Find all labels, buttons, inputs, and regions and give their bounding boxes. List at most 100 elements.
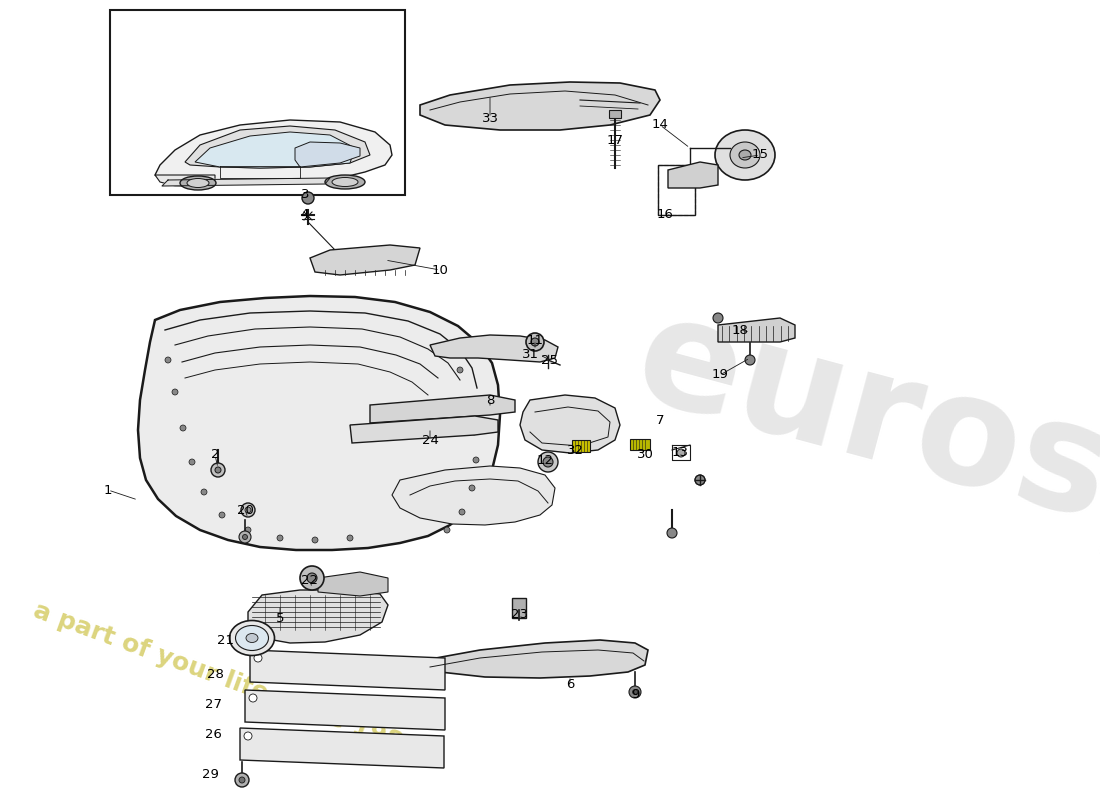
Text: 5: 5 <box>276 611 284 625</box>
Circle shape <box>242 534 248 539</box>
Polygon shape <box>430 335 558 362</box>
Circle shape <box>456 367 463 373</box>
Polygon shape <box>162 178 330 186</box>
Polygon shape <box>195 132 355 168</box>
Circle shape <box>307 573 317 583</box>
Text: 18: 18 <box>732 323 748 337</box>
Text: 8: 8 <box>486 394 494 406</box>
Polygon shape <box>155 120 392 183</box>
Text: 32: 32 <box>566 443 583 457</box>
Circle shape <box>444 527 450 533</box>
Circle shape <box>165 357 170 363</box>
Polygon shape <box>138 296 500 550</box>
Circle shape <box>214 467 221 473</box>
Text: 19: 19 <box>712 369 728 382</box>
Polygon shape <box>520 395 620 453</box>
Polygon shape <box>658 165 695 215</box>
Circle shape <box>245 527 251 533</box>
Ellipse shape <box>180 176 216 190</box>
Text: 33: 33 <box>482 111 498 125</box>
Text: 20: 20 <box>236 503 253 517</box>
Circle shape <box>300 566 324 590</box>
Polygon shape <box>250 650 446 690</box>
Polygon shape <box>248 590 388 643</box>
Polygon shape <box>155 175 214 187</box>
Circle shape <box>667 528 676 538</box>
Circle shape <box>469 485 475 491</box>
Circle shape <box>180 425 186 431</box>
Polygon shape <box>668 162 718 188</box>
Circle shape <box>201 489 207 495</box>
Polygon shape <box>420 82 660 130</box>
Text: 11: 11 <box>527 334 543 346</box>
Text: a part of your life since 1985: a part of your life since 1985 <box>30 599 422 761</box>
Text: 1: 1 <box>103 483 112 497</box>
Text: 7: 7 <box>656 414 664 426</box>
Text: 31: 31 <box>521 349 539 362</box>
Polygon shape <box>295 142 360 167</box>
Polygon shape <box>350 416 498 443</box>
Circle shape <box>249 694 257 702</box>
Text: eurospares: eurospares <box>620 283 1100 677</box>
Circle shape <box>473 457 478 463</box>
Text: 25: 25 <box>541 354 559 366</box>
Circle shape <box>189 459 195 465</box>
Ellipse shape <box>332 178 358 186</box>
Polygon shape <box>310 245 420 275</box>
Circle shape <box>239 531 251 543</box>
Polygon shape <box>370 395 515 423</box>
Circle shape <box>346 535 353 541</box>
Circle shape <box>239 777 245 783</box>
Polygon shape <box>420 640 648 678</box>
Polygon shape <box>318 572 388 596</box>
Circle shape <box>219 512 225 518</box>
Circle shape <box>676 449 685 457</box>
Ellipse shape <box>324 175 365 189</box>
Circle shape <box>538 452 558 472</box>
Polygon shape <box>718 318 795 342</box>
Circle shape <box>459 509 465 515</box>
Text: 13: 13 <box>671 446 689 458</box>
Text: 27: 27 <box>205 698 221 711</box>
Text: 23: 23 <box>512 609 528 622</box>
Bar <box>630 439 650 450</box>
Bar <box>110 10 405 195</box>
Text: 28: 28 <box>207 669 223 682</box>
Circle shape <box>302 192 313 204</box>
Circle shape <box>629 686 641 698</box>
Ellipse shape <box>246 634 258 642</box>
Text: 16: 16 <box>657 209 673 222</box>
Text: 12: 12 <box>537 454 553 466</box>
Ellipse shape <box>739 150 751 160</box>
Text: 2: 2 <box>211 449 219 462</box>
Circle shape <box>172 389 178 395</box>
Circle shape <box>254 654 262 662</box>
Bar <box>609 110 622 118</box>
Circle shape <box>713 313 723 323</box>
Bar <box>572 440 590 452</box>
Text: 21: 21 <box>217 634 233 646</box>
Circle shape <box>695 475 705 485</box>
Circle shape <box>241 503 255 517</box>
Circle shape <box>471 429 477 435</box>
Text: 29: 29 <box>201 769 219 782</box>
Circle shape <box>245 507 251 513</box>
Text: 24: 24 <box>421 434 439 446</box>
Text: 10: 10 <box>431 263 449 277</box>
Polygon shape <box>185 126 370 168</box>
Circle shape <box>531 338 539 346</box>
Ellipse shape <box>235 626 268 650</box>
Text: 9: 9 <box>630 689 639 702</box>
Text: 15: 15 <box>751 149 769 162</box>
Circle shape <box>465 397 471 403</box>
Circle shape <box>745 355 755 365</box>
Text: 22: 22 <box>301 574 319 586</box>
Text: 30: 30 <box>637 449 653 462</box>
Circle shape <box>312 537 318 543</box>
Circle shape <box>244 732 252 740</box>
Circle shape <box>526 333 544 351</box>
Circle shape <box>632 690 638 694</box>
Text: 6: 6 <box>565 678 574 691</box>
Ellipse shape <box>730 142 760 168</box>
Ellipse shape <box>187 178 209 187</box>
